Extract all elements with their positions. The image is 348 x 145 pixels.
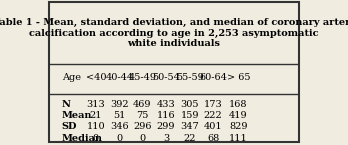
- Text: 0: 0: [93, 134, 99, 143]
- Text: 45-49: 45-49: [128, 73, 157, 82]
- Text: 55-59: 55-59: [176, 73, 204, 82]
- Text: Age: Age: [62, 73, 81, 82]
- Text: 222: 222: [204, 111, 222, 120]
- Text: 3: 3: [163, 134, 169, 143]
- Text: 22: 22: [184, 134, 196, 143]
- Text: 433: 433: [157, 100, 175, 109]
- FancyBboxPatch shape: [49, 2, 299, 142]
- Text: > 65: > 65: [227, 73, 250, 82]
- Text: <40: <40: [86, 73, 106, 82]
- Text: 346: 346: [111, 122, 129, 132]
- Text: 116: 116: [157, 111, 175, 120]
- Text: 299: 299: [157, 122, 175, 132]
- Text: Mean: Mean: [62, 111, 92, 120]
- Text: 68: 68: [207, 134, 219, 143]
- Text: 0: 0: [140, 134, 145, 143]
- Text: 75: 75: [136, 111, 149, 120]
- Text: 305: 305: [181, 100, 199, 109]
- Text: 60-64: 60-64: [199, 73, 227, 82]
- Text: 347: 347: [181, 122, 199, 132]
- Text: 296: 296: [133, 122, 152, 132]
- Text: 173: 173: [204, 100, 222, 109]
- Text: Median: Median: [62, 134, 103, 143]
- Text: Table 1 - Mean, standard deviation, and median of coronary artery
calcification : Table 1 - Mean, standard deviation, and …: [0, 18, 348, 48]
- Text: 469: 469: [133, 100, 152, 109]
- Text: 829: 829: [229, 122, 247, 132]
- Text: 313: 313: [87, 100, 105, 109]
- Text: SD: SD: [62, 122, 77, 132]
- Text: 110: 110: [87, 122, 105, 132]
- Text: 111: 111: [229, 134, 248, 143]
- Text: N: N: [62, 100, 71, 109]
- Text: 392: 392: [111, 100, 129, 109]
- Text: 0: 0: [117, 134, 123, 143]
- Text: 50-54: 50-54: [152, 73, 180, 82]
- Text: 159: 159: [181, 111, 199, 120]
- Text: 51: 51: [114, 111, 126, 120]
- Text: 419: 419: [229, 111, 247, 120]
- Text: 401: 401: [204, 122, 222, 132]
- Text: 21: 21: [90, 111, 102, 120]
- Text: 168: 168: [229, 100, 247, 109]
- Text: 40-44: 40-44: [106, 73, 134, 82]
